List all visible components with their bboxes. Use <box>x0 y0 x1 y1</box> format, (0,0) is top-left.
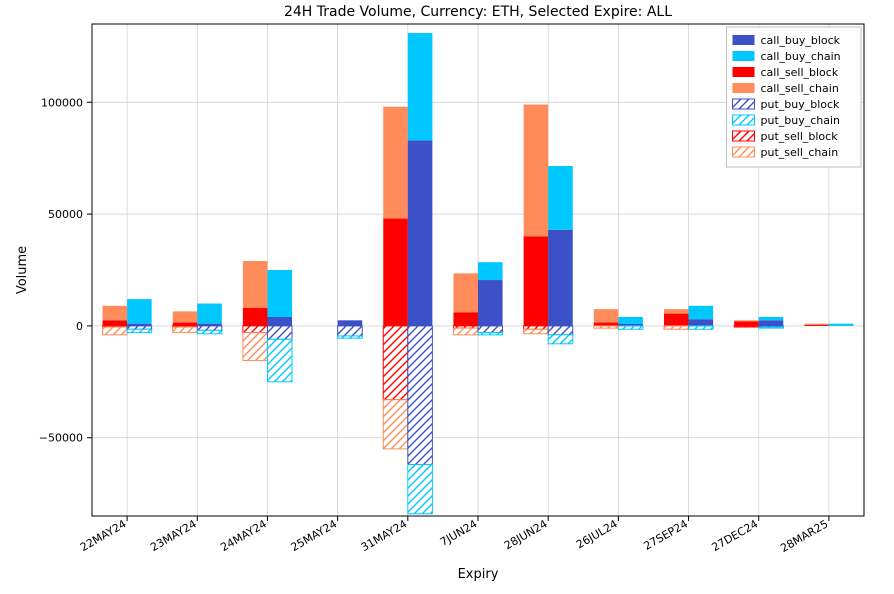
bar-put_sell_chain <box>383 400 408 449</box>
bar-call_buy_chain <box>618 317 643 324</box>
bar-put_buy_block <box>478 326 503 333</box>
chart-svg: −5000005000010000022MAY2423MAY2424MAY242… <box>0 0 894 594</box>
bar-call_sell_block <box>524 236 549 325</box>
bar-call_sell_block <box>594 323 619 326</box>
legend-swatch <box>733 51 755 61</box>
bar-put_buy_chain <box>338 336 363 338</box>
bar-put_buy_chain <box>548 335 573 344</box>
bar-put_buy_chain <box>127 329 152 332</box>
bar-put_sell_chain <box>524 329 549 333</box>
legend-label: put_buy_block <box>761 98 841 111</box>
bar-call_sell_block <box>664 314 689 326</box>
chart-title: 24H Trade Volume, Currency: ETH, Selecte… <box>284 4 672 20</box>
x-axis-label: Expiry <box>458 567 499 582</box>
legend-swatch <box>733 35 755 45</box>
bar-call_sell_block <box>453 312 478 325</box>
bar-call_sell_chain <box>173 311 198 322</box>
trade-volume-chart: −5000005000010000022MAY2423MAY2424MAY242… <box>0 0 894 594</box>
bar-call_sell_block <box>383 219 408 326</box>
bar-call_sell_chain <box>243 261 268 308</box>
bar-call_buy_block <box>338 320 363 326</box>
bar-put_buy_block <box>197 326 222 330</box>
bar-put_buy_chain <box>689 326 714 329</box>
legend-label: call_sell_block <box>761 66 839 79</box>
bar-call_buy_chain <box>197 304 222 324</box>
legend: call_buy_block call_buy_chain call_sell_bl… <box>727 27 862 167</box>
bar-call_sell_block <box>173 323 198 326</box>
bar-call_buy_block <box>689 319 714 326</box>
bar-call_sell_chain <box>734 320 759 321</box>
legend-swatch <box>733 115 755 125</box>
bar-put_sell_block <box>734 326 759 327</box>
bar-put_sell_chain <box>664 326 689 329</box>
bar-call_buy_chain <box>689 306 714 319</box>
ytick-label: 100000 <box>41 96 83 109</box>
bar-call_sell_block <box>243 308 268 326</box>
legend-swatch <box>733 131 755 141</box>
bar-put_sell_block <box>383 326 408 400</box>
bar-call_buy_chain <box>127 299 152 324</box>
bar-call_sell_chain <box>383 107 408 219</box>
bar-put_buy_block <box>338 326 363 336</box>
legend-label: put_sell_chain <box>761 146 839 159</box>
legend-label: put_buy_chain <box>761 114 841 127</box>
legend-swatch <box>733 147 755 157</box>
bar-call_buy_chain <box>478 262 503 280</box>
bar-call_sell_block <box>103 320 128 326</box>
bar-put_sell_chain <box>103 327 128 335</box>
bar-call_sell_chain <box>103 306 128 321</box>
bar-call_buy_chain <box>548 166 573 230</box>
legend-label: call_sell_chain <box>761 82 839 95</box>
bar-put_sell_chain <box>453 328 478 335</box>
bar-put_buy_block <box>408 326 433 465</box>
bar-call_buy_chain <box>829 324 854 326</box>
bar-put_sell_block <box>243 326 268 333</box>
bar-call_sell_chain <box>453 273 478 312</box>
bar-call_buy_chain <box>408 33 433 140</box>
legend-label: call_buy_chain <box>761 50 841 63</box>
bar-put_buy_chain <box>197 330 222 333</box>
legend-swatch <box>733 83 755 93</box>
bar-call_sell_block <box>734 321 759 325</box>
bar-put_buy_block <box>127 326 152 329</box>
bar-put_buy_block <box>548 326 573 335</box>
legend-swatch <box>733 99 755 109</box>
bar-call_buy_block <box>478 280 503 326</box>
bar-put_sell_chain <box>243 333 268 361</box>
bar-put_sell_chain <box>173 327 198 333</box>
bar-put_buy_chain <box>408 465 433 514</box>
bar-call_buy_block <box>759 320 784 326</box>
bar-put_sell_block <box>524 326 549 329</box>
bar-put_buy_block <box>267 326 292 339</box>
ytick-label: 0 <box>76 320 83 333</box>
bar-call_sell_chain <box>664 309 689 313</box>
ytick-label: −50000 <box>39 432 83 445</box>
bar-put_buy_chain <box>478 333 503 335</box>
legend-label: put_sell_block <box>761 130 839 143</box>
bar-call_buy_chain <box>267 270 292 317</box>
bar-call_buy_block <box>267 317 292 326</box>
bar-put_buy_chain <box>267 339 292 381</box>
bar-put_buy_chain <box>618 326 643 329</box>
bar-call_buy_chain <box>759 317 784 320</box>
bar-call_sell_chain <box>594 309 619 322</box>
bar-call_sell_chain <box>524 105 549 237</box>
bar-call_buy_block <box>408 140 433 326</box>
legend-swatch <box>733 67 755 77</box>
bar-call_sell_chain <box>804 324 829 325</box>
ytick-label: 50000 <box>48 208 83 221</box>
legend-label: call_buy_block <box>761 34 841 47</box>
y-axis-label: Volume <box>15 246 30 294</box>
bar-call_buy_block <box>548 230 573 326</box>
bar-call_sell_block <box>804 325 829 326</box>
bar-put_sell_chain <box>594 326 619 328</box>
bar-put_buy_chain <box>759 327 784 328</box>
